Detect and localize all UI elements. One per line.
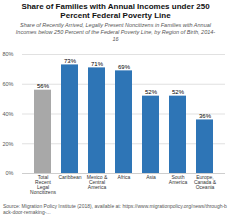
svg-text:52%: 52% [172, 89, 185, 95]
svg-text:20%: 20% [2, 141, 13, 147]
svg-text:73%: 73% [64, 58, 77, 64]
svg-text:SouthAmerica: SouthAmerica [169, 174, 188, 185]
svg-text:TotalRecentLegalNoncitizens: TotalRecentLegalNoncitizens [30, 174, 56, 195]
html-text:Share of Recently Arrived, Leg: Share of Recently Arrived, Legally Prese… [15, 22, 216, 43]
svg-text:40%: 40% [2, 111, 13, 117]
svg-text:56%: 56% [37, 83, 50, 89]
html-text:Source: Migration Policy Insti: Source: Migration Policy Institute (2018… [3, 203, 227, 215]
svg-text:Caribbean: Caribbean [58, 174, 81, 180]
svg-text:52%: 52% [145, 89, 158, 95]
svg-text:Asia: Asia [146, 174, 156, 180]
svg-text:Africa: Africa [118, 174, 131, 180]
svg-text:80%: 80% [2, 51, 13, 57]
svg-text:Mexico &CentralAmerica: Mexico &CentralAmerica [87, 174, 108, 190]
svg-text:Europe,Canada &Oceania: Europe,Canada &Oceania [194, 174, 217, 190]
svg-text:36%: 36% [199, 113, 212, 119]
svg-text:71%: 71% [91, 61, 104, 67]
svg-text:60%: 60% [2, 81, 13, 87]
svg-text:0%: 0% [6, 170, 14, 176]
svg-text:69%: 69% [118, 64, 131, 70]
html-text:Share of Families with Annual: Share of Families with Annual Incomes un… [21, 2, 210, 21]
